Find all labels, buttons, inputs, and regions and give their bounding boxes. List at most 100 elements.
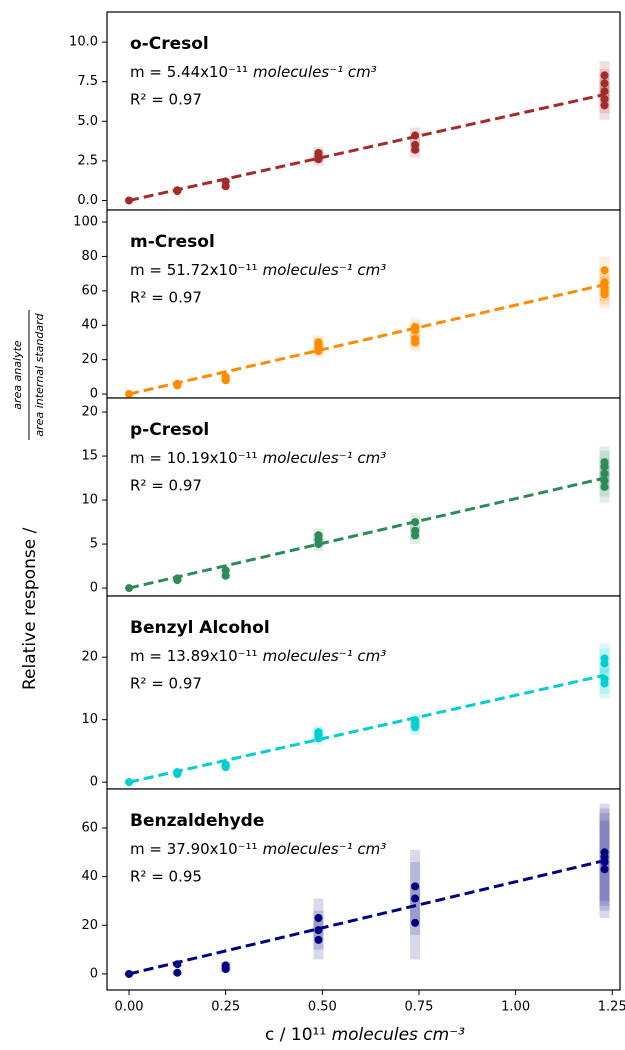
data-point <box>600 71 609 80</box>
x-label-text: c / 10¹¹ <box>265 1025 326 1045</box>
slope-value: m = 37.90x10⁻¹¹ <box>130 840 258 858</box>
panel-title: Benzaldehyde <box>130 811 264 831</box>
y-tick-label: 20 <box>81 918 98 933</box>
y-tick-label: 10.0 <box>69 35 98 50</box>
slope-annotation: m = 5.44x10⁻¹¹ molecules⁻¹ cm³ <box>130 63 377 81</box>
panel-title: Benzyl Alcohol <box>130 618 270 638</box>
slope-unit: molecules⁻¹ cm³ <box>263 449 387 467</box>
y-tick-label: 60 <box>81 283 98 298</box>
data-point <box>221 760 230 769</box>
y-tick-label: 20 <box>81 405 98 420</box>
y-tick-label: 20 <box>81 352 98 367</box>
data-point <box>314 728 323 737</box>
y-tick-label: 80 <box>81 249 98 264</box>
data-point <box>600 87 609 96</box>
panel-title: m-Cresol <box>130 232 215 252</box>
y-tick-label: 100 <box>73 215 98 230</box>
data-point <box>600 865 609 874</box>
data-point <box>600 101 609 110</box>
y-tick-label: 7.5 <box>77 74 98 89</box>
r2-annotation: R² = 0.95 <box>130 868 202 886</box>
x-axis-label: c / 10¹¹ molecules cm⁻³ <box>265 1025 465 1045</box>
data-point <box>221 961 230 970</box>
y-tick-label: 0 <box>90 581 98 596</box>
data-point <box>221 372 230 381</box>
data-point <box>411 882 420 891</box>
x-tick-label: 0.00 <box>115 1000 144 1015</box>
data-point <box>411 894 420 903</box>
slope-value: m = 10.19x10⁻¹¹ <box>130 449 258 467</box>
y-label-numerator: area analyte <box>11 340 24 410</box>
y-tick-label: 10 <box>81 712 98 727</box>
y-label-text: Relative response / <box>20 527 40 690</box>
data-point <box>600 79 609 88</box>
y-tick-label: 60 <box>81 820 98 835</box>
data-point <box>173 968 182 977</box>
panel-title: p-Cresol <box>130 420 209 440</box>
r2-annotation: R² = 0.97 <box>130 289 202 307</box>
r2-annotation: R² = 0.97 <box>130 477 202 495</box>
slope-unit: molecules⁻¹ cm³ <box>253 63 377 81</box>
slope-annotation: m = 13.89x10⁻¹¹ molecules⁻¹ cm³ <box>130 647 386 665</box>
fit-line <box>128 476 605 590</box>
y-tick-label: 15 <box>81 449 98 464</box>
y-tick-label: 5.0 <box>77 114 98 129</box>
y-label-denominator: area internal standard <box>33 312 46 436</box>
y-tick-label: 40 <box>81 318 98 333</box>
data-point <box>600 654 609 663</box>
slope-value: m = 51.72x10⁻¹¹ <box>130 261 258 279</box>
data-point <box>600 458 609 467</box>
y-axis-label: Relative response / area analyte area in… <box>11 310 46 690</box>
slope-unit: molecules⁻¹ cm³ <box>263 261 387 279</box>
data-point <box>411 335 420 344</box>
y-tick-label: 0 <box>90 775 98 790</box>
data-point <box>314 338 323 347</box>
r2-annotation: R² = 0.97 <box>130 675 202 693</box>
y-tick-label: 0.0 <box>77 193 98 208</box>
y-tick-label: 0 <box>90 966 98 981</box>
slope-value: m = 5.44x10⁻¹¹ <box>130 63 248 81</box>
panel-frame <box>106 209 621 399</box>
slope-value: m = 13.89x10⁻¹¹ <box>130 647 258 665</box>
x-label-unit: molecules cm⁻³ <box>332 1025 466 1045</box>
y-tick-label: 0 <box>90 387 98 402</box>
data-point <box>600 95 609 104</box>
data-point <box>600 266 609 275</box>
y-tick-label: 20 <box>81 650 98 665</box>
slope-unit: molecules⁻¹ cm³ <box>263 840 387 858</box>
y-tick-label: 5 <box>90 537 98 552</box>
data-point <box>314 148 323 157</box>
fit-line <box>128 673 605 784</box>
fit-line <box>128 859 605 976</box>
data-point <box>600 482 609 491</box>
fit-line <box>128 283 605 396</box>
panel-frame <box>106 595 621 790</box>
x-tick-label: 0.75 <box>404 1000 433 1015</box>
x-tick-label: 0.25 <box>211 1000 240 1015</box>
slope-annotation: m = 51.72x10⁻¹¹ molecules⁻¹ cm³ <box>130 261 386 279</box>
data-point <box>221 566 230 575</box>
data-point <box>600 848 609 857</box>
slope-annotation: m = 10.19x10⁻¹¹ molecules⁻¹ cm³ <box>130 449 386 467</box>
data-point <box>314 531 323 540</box>
r2-annotation: R² = 0.97 <box>130 91 202 109</box>
data-point <box>600 469 609 478</box>
x-tick-label: 0.50 <box>308 1000 337 1015</box>
data-point <box>411 918 420 927</box>
x-tick-label: 1.00 <box>501 1000 530 1015</box>
panel-frame <box>106 788 621 991</box>
y-tick-label: 40 <box>81 869 98 884</box>
data-point <box>314 935 323 944</box>
slope-annotation: m = 37.90x10⁻¹¹ molecules⁻¹ cm³ <box>130 840 386 858</box>
fit-line <box>128 93 605 202</box>
panel-frame <box>106 397 621 597</box>
y-tick-label: 2.5 <box>77 153 98 168</box>
slope-unit: molecules⁻¹ cm³ <box>263 647 387 665</box>
y-tick-label: 10 <box>81 493 98 508</box>
data-point <box>411 526 420 535</box>
data-point <box>314 913 323 922</box>
panel-title: o-Cresol <box>130 34 209 54</box>
x-tick-label: 1.25 <box>598 1000 625 1015</box>
data-point <box>411 141 420 150</box>
